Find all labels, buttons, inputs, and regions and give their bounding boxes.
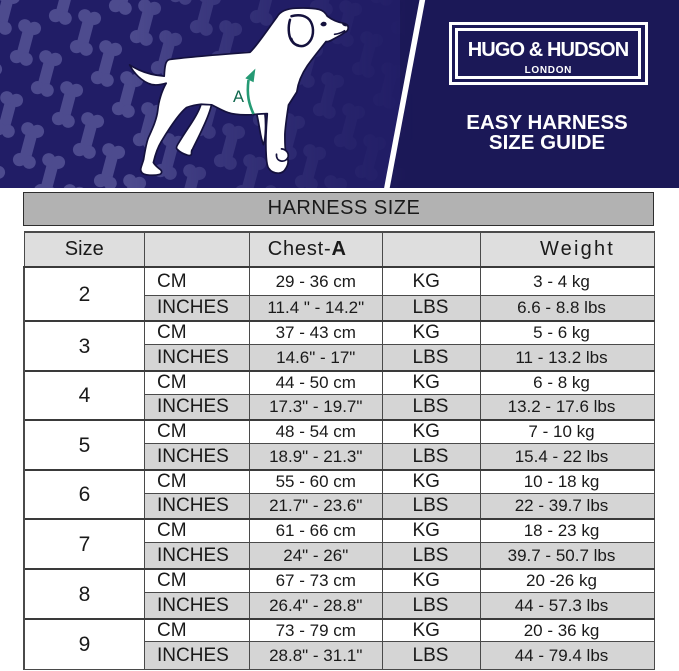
svg-text:A: A xyxy=(233,88,244,106)
